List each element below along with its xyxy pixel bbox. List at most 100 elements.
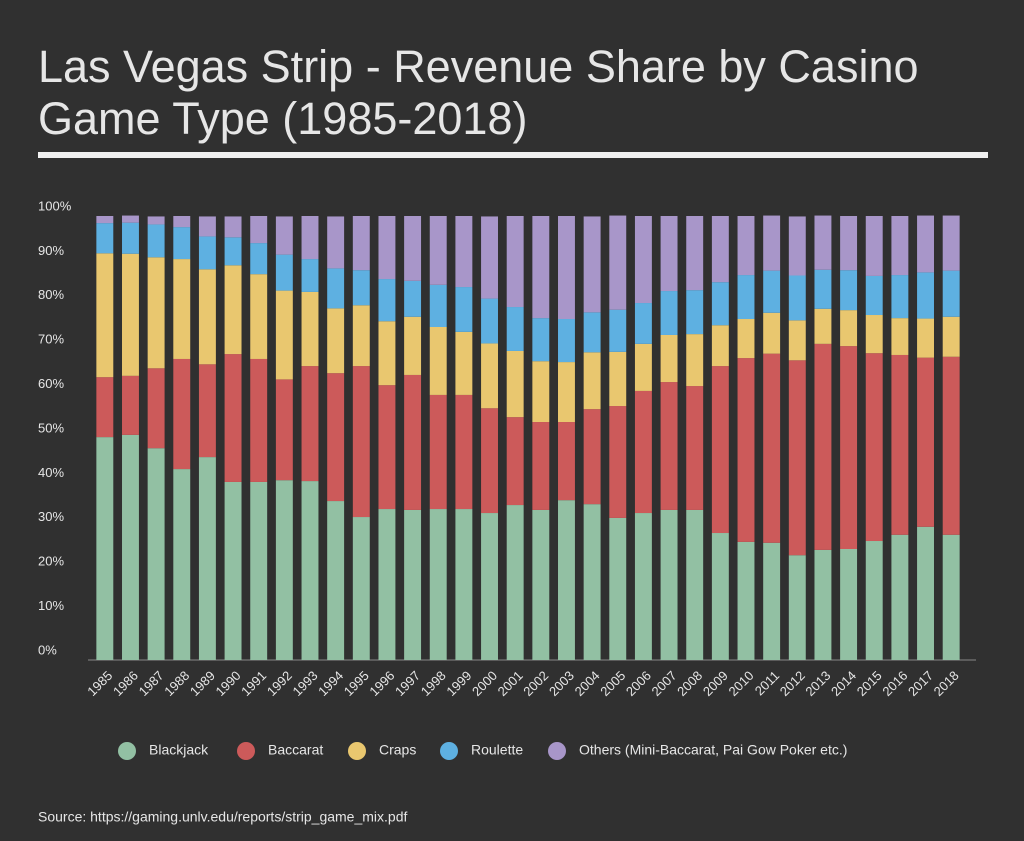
- bar-segment: [198, 364, 216, 458]
- bar-segment: [327, 216, 345, 269]
- bar-segment: [96, 253, 114, 378]
- bar-segment: [917, 318, 934, 358]
- y-tick-label: 60%: [38, 376, 64, 391]
- bar-segment: [198, 216, 216, 237]
- bar-segment: [378, 509, 396, 660]
- bar-segment: [737, 216, 755, 276]
- bar-segment: [224, 354, 242, 482]
- bar-segment: [558, 500, 575, 660]
- bar-segment: [660, 216, 678, 292]
- bar-segment: [840, 270, 858, 311]
- bar-segment: [481, 298, 498, 344]
- bar-segment: [455, 216, 473, 288]
- y-tick-label: 0%: [38, 642, 57, 657]
- bar-segment: [275, 379, 293, 481]
- bar-segment: [763, 312, 781, 354]
- bar-segment: [173, 216, 191, 228]
- bar-segment: [891, 534, 909, 660]
- bar-segment: [660, 291, 678, 335]
- bar-segment: [96, 437, 114, 660]
- bar-segment: [711, 216, 729, 283]
- bar-segment: [352, 366, 370, 518]
- bar-segment: [173, 227, 191, 260]
- bar-segment: [122, 253, 139, 376]
- y-tick-label: 70%: [38, 332, 64, 347]
- bar-segment: [275, 480, 293, 660]
- source: Source: https://gaming.unlv.edu/reports/…: [38, 809, 407, 825]
- legend-swatch: [348, 742, 366, 760]
- bar-segment: [250, 274, 268, 359]
- bar-segment: [609, 517, 627, 660]
- y-tick-label: 80%: [38, 287, 64, 302]
- bar-segment: [583, 352, 601, 410]
- bar-segment: [711, 533, 729, 660]
- bar-segment: [301, 259, 319, 292]
- bar-segment: [891, 354, 909, 535]
- bar-segment: [686, 386, 704, 510]
- bar-segment: [558, 362, 575, 423]
- bar-segment: [275, 254, 293, 291]
- bar-segment: [840, 216, 858, 271]
- bar-segment: [942, 534, 960, 660]
- bar-segment: [865, 541, 883, 660]
- legend-label: Blackjack: [149, 742, 209, 758]
- chart-title: Game Type (1985-2018): [38, 93, 527, 144]
- bar-segment: [147, 368, 165, 449]
- bar-segment: [532, 318, 550, 362]
- bar-segment: [763, 353, 781, 543]
- bar-segment: [250, 243, 268, 275]
- bar-segment: [737, 319, 755, 359]
- bar-segment: [686, 216, 704, 291]
- bar-segment: [327, 373, 345, 502]
- bar-segment: [481, 408, 498, 514]
- bar-segment: [917, 272, 934, 319]
- bar-segment: [352, 305, 370, 367]
- bar-segment: [788, 216, 806, 276]
- bar-segment: [429, 216, 447, 285]
- bar-segment: [224, 481, 242, 660]
- bar-segment: [583, 409, 601, 505]
- bar-segment: [147, 224, 165, 258]
- bar-segment: [378, 385, 396, 510]
- bar-segment: [814, 549, 832, 660]
- bar-segment: [634, 216, 652, 304]
- bar-segment: [917, 215, 934, 273]
- bar-segment: [532, 422, 550, 510]
- bar-segment: [532, 509, 550, 660]
- bar-segment: [660, 382, 678, 510]
- bar-segment: [224, 237, 242, 266]
- bar-segment: [788, 360, 806, 556]
- y-tick-label: 100%: [38, 198, 72, 213]
- bar-segment: [788, 555, 806, 660]
- bar-segment: [583, 312, 601, 353]
- bar-segment: [301, 366, 319, 482]
- bar-segment: [865, 275, 883, 316]
- bar-segment: [634, 343, 652, 391]
- bar-segment: [506, 350, 524, 418]
- bar-segment: [609, 406, 627, 518]
- bar-segment: [352, 216, 370, 271]
- bar-segment: [198, 236, 216, 270]
- bar-segment: [865, 353, 883, 542]
- bar-segment: [942, 356, 960, 535]
- bar-segment: [481, 216, 498, 299]
- bar-segment: [558, 216, 575, 320]
- bar-segment: [711, 325, 729, 367]
- bar-segment: [250, 358, 268, 482]
- bar-segment: [301, 481, 319, 660]
- bar-segment: [455, 394, 473, 510]
- bar-segment: [327, 268, 345, 309]
- bar-segment: [763, 270, 781, 313]
- bar-segment: [609, 351, 627, 407]
- bar-segment: [865, 315, 883, 354]
- bar-segment: [122, 375, 139, 435]
- legend-label: Baccarat: [268, 742, 323, 758]
- bar-segment: [275, 290, 293, 380]
- bar-segment: [198, 269, 216, 365]
- bar-segment: [147, 448, 165, 660]
- bar-segment: [788, 275, 806, 321]
- bar-segment: [481, 343, 498, 409]
- bar-segment: [506, 216, 524, 308]
- bar-segment: [942, 316, 960, 357]
- bar-segment: [455, 331, 473, 395]
